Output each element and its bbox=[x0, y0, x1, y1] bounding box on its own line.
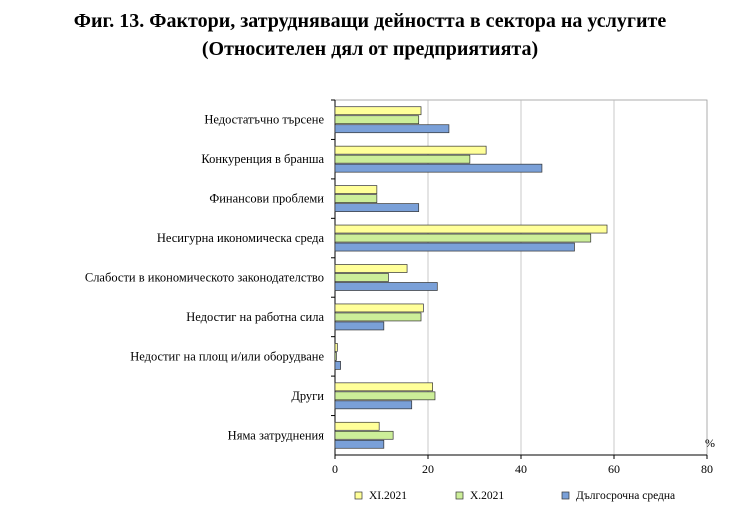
x-tick-label-60: 60 bbox=[608, 462, 620, 476]
bar bbox=[334, 194, 378, 203]
bar bbox=[334, 421, 380, 431]
bar bbox=[334, 185, 378, 194]
legend-swatch bbox=[561, 491, 570, 500]
category-label: Няма затруднения bbox=[228, 428, 325, 442]
bar bbox=[334, 430, 394, 440]
chart-title: Фиг. 13. Фактори, затрудняващи дейността… bbox=[73, 10, 667, 32]
bar bbox=[334, 264, 408, 273]
bar bbox=[334, 124, 450, 134]
x-tick-label-80: 80 bbox=[701, 462, 713, 476]
bar bbox=[334, 303, 424, 313]
category-label: Финансови проблеми bbox=[209, 192, 324, 206]
legend-swatch bbox=[455, 491, 464, 500]
bar bbox=[334, 273, 389, 282]
x-tick-label-40: 40 bbox=[515, 462, 527, 476]
bar bbox=[334, 203, 420, 212]
legend-swatch bbox=[354, 491, 363, 500]
bar bbox=[334, 439, 385, 449]
category-label: Недостиг на работна сила bbox=[186, 310, 324, 324]
bar bbox=[334, 352, 337, 361]
category-label: Конкуренция в бранша bbox=[201, 152, 324, 166]
x-tick-label-20: 20 bbox=[422, 462, 434, 476]
bar bbox=[334, 391, 436, 401]
bar bbox=[334, 242, 575, 252]
bar bbox=[334, 321, 385, 331]
bar bbox=[334, 382, 434, 392]
category-label: Недостиг на площ и/или оборудване bbox=[130, 349, 324, 363]
bar bbox=[334, 361, 341, 370]
bar bbox=[334, 282, 438, 291]
bar bbox=[334, 163, 543, 173]
category-label: Недостатъчно търсене bbox=[204, 113, 324, 127]
bar bbox=[334, 224, 608, 234]
legend-label: X.2021 bbox=[470, 490, 504, 502]
chart-subtitle: (Относителен дял от предприятията) bbox=[201, 38, 539, 60]
bar bbox=[334, 233, 592, 243]
category-label: Други bbox=[291, 389, 324, 403]
bar bbox=[334, 106, 422, 116]
bar bbox=[334, 312, 422, 322]
bar bbox=[334, 154, 471, 164]
bar bbox=[334, 145, 487, 155]
x-unit-label: % bbox=[705, 436, 715, 450]
legend-label: XI.2021 bbox=[369, 490, 407, 502]
bar bbox=[334, 400, 413, 410]
category-label: Слабости в икономическото законодателств… bbox=[85, 271, 324, 285]
bar bbox=[334, 115, 420, 125]
category-label: Несигурна икономическа среда bbox=[157, 231, 325, 245]
x-tick-label-0: 0 bbox=[332, 462, 338, 476]
legend-label: Дългосрочна средна bbox=[576, 490, 675, 502]
bar bbox=[334, 343, 338, 352]
